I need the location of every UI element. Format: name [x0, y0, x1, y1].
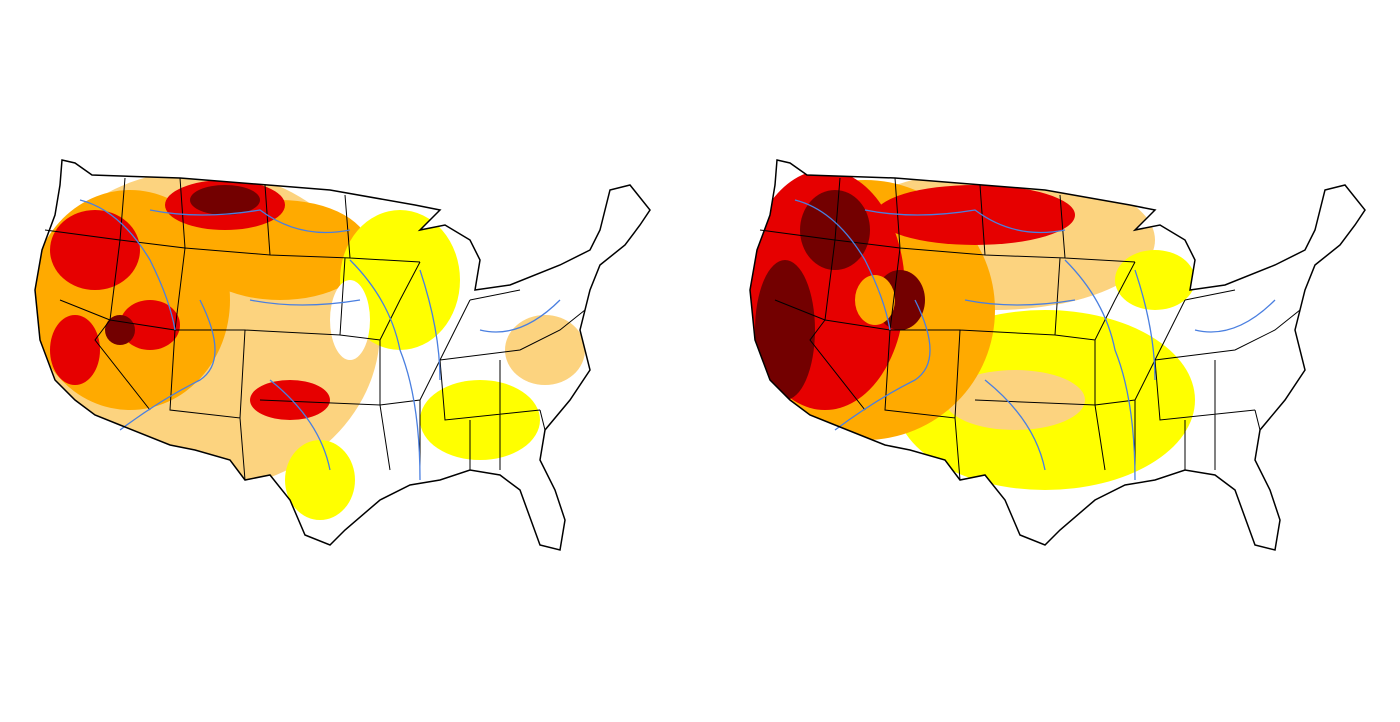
drought-area — [875, 185, 1075, 245]
right-shading — [750, 170, 1310, 490]
drought-area — [250, 380, 330, 420]
drought-area — [420, 380, 540, 460]
drought-area — [285, 440, 355, 520]
drought-area — [505, 315, 585, 385]
left-map — [34, 159, 651, 551]
drought-area — [330, 280, 370, 360]
left-shading — [35, 170, 585, 520]
drought-area — [190, 185, 260, 215]
right-map — [749, 159, 1366, 551]
drought-area — [1280, 200, 1310, 240]
drought-area — [50, 210, 140, 290]
drought-area — [120, 300, 180, 350]
drought-area — [1115, 250, 1195, 310]
drought-area — [800, 190, 870, 270]
drought-area — [50, 315, 100, 385]
drought-area — [755, 260, 815, 400]
drought-area — [945, 370, 1085, 430]
drought-area — [855, 275, 895, 325]
drought-area — [340, 210, 460, 350]
